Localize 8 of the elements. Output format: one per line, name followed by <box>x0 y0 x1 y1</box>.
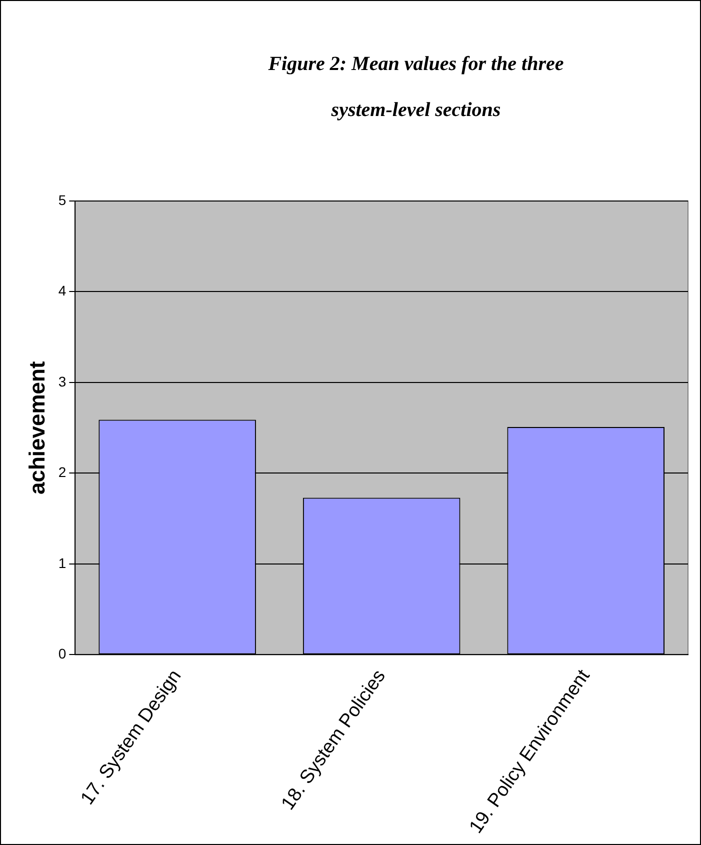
y-tick-label: 3 <box>58 373 66 390</box>
y-axis-title: achievement <box>24 360 50 495</box>
y-tick-label: 5 <box>58 192 66 208</box>
y-tick-label: 2 <box>58 464 66 480</box>
y-tick-label: 1 <box>58 554 66 571</box>
chart-title: Figure 2: Mean values for the three system-level sections <box>268 53 564 121</box>
y-tick-label: 4 <box>58 282 66 299</box>
y-tick-label: 0 <box>58 646 66 662</box>
